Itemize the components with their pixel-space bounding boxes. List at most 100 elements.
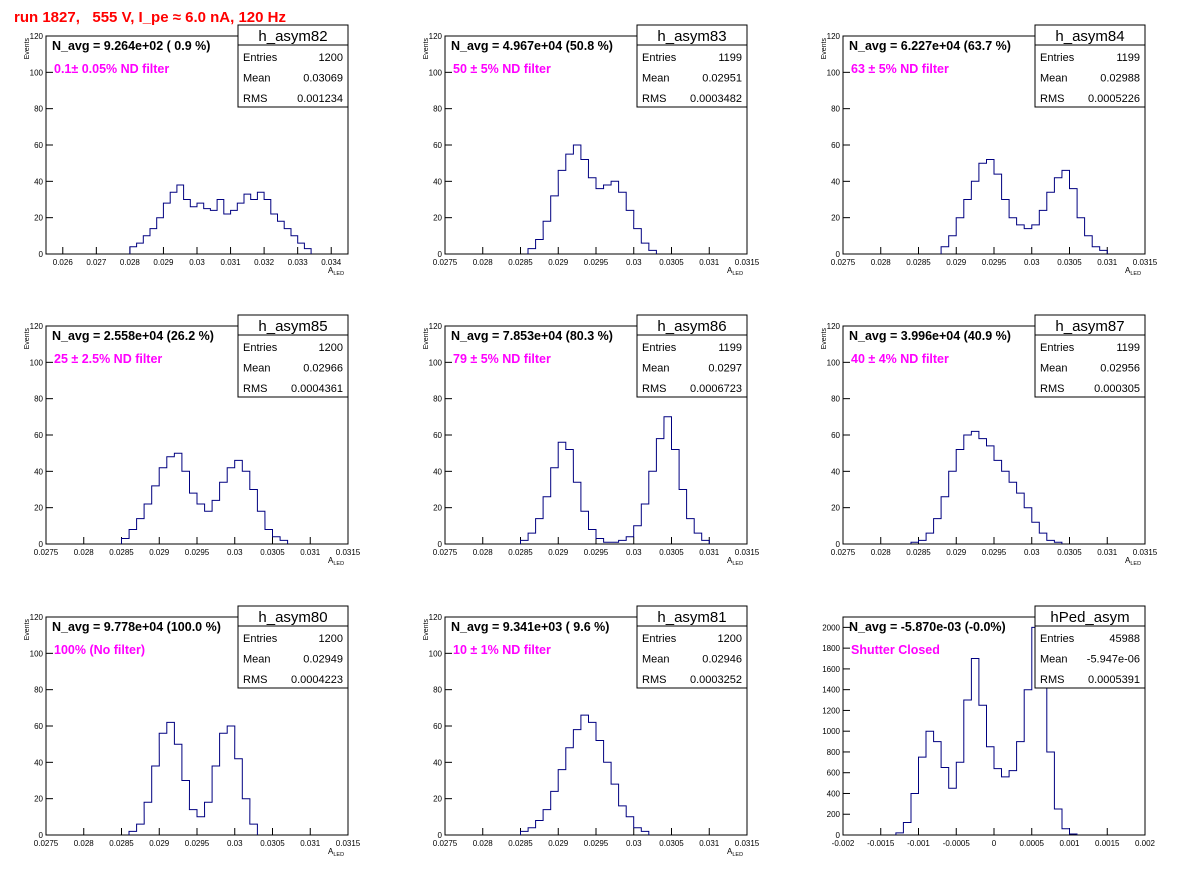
histogram-bin xyxy=(551,196,559,254)
histogram-bin xyxy=(956,450,964,544)
histogram-bin xyxy=(244,194,251,254)
histogram-bin xyxy=(1077,218,1085,254)
histogram-bin xyxy=(1009,218,1017,254)
histogram-bin xyxy=(986,446,994,544)
x-axis-label: ALED xyxy=(328,556,344,567)
x-tick-label: 0.0315 xyxy=(1133,258,1158,267)
y-tick-label: 100 xyxy=(30,68,44,77)
x-tick-label: 0.0315 xyxy=(735,839,760,848)
x-tick-label: 0.0315 xyxy=(336,839,361,848)
stats-value-rms: 0.0003482 xyxy=(690,93,742,105)
histogram-bin xyxy=(619,806,627,835)
histogram-bin xyxy=(144,802,152,835)
x-tick-label: 0.031 xyxy=(300,839,321,848)
histogram-bin xyxy=(649,471,657,544)
y-tick-label: 80 xyxy=(831,395,840,404)
histogram-bin xyxy=(137,243,144,254)
histogram-bin xyxy=(528,249,536,254)
histogram-bin xyxy=(528,533,536,544)
histogram-bin xyxy=(964,700,972,835)
x-tick-label: 0.0305 xyxy=(659,839,684,848)
histogram-bin xyxy=(581,715,589,835)
histogram-bin xyxy=(634,828,642,835)
navg-text: N_avg = 4.967e+04 (50.8 %) xyxy=(451,39,613,53)
histogram-bin xyxy=(1002,777,1010,835)
x-tick-label: 0.0285 xyxy=(906,258,931,267)
x-tick-label: 0.028 xyxy=(74,548,95,557)
x-tick-label: 0.0295 xyxy=(185,839,210,848)
x-tick-label: 0.0015 xyxy=(1095,839,1120,848)
y-tick-label: 200 xyxy=(827,810,841,819)
stats-box-frame xyxy=(1034,314,1146,398)
x-tick-label: -0.001 xyxy=(907,839,930,848)
stats-value-rms: 0.0005391 xyxy=(1088,674,1140,686)
stats-label-mean: Mean xyxy=(642,654,670,666)
histogram-bin xyxy=(129,529,137,544)
histogram-bin xyxy=(1024,508,1032,544)
histogram-bin xyxy=(672,450,680,544)
y-tick-label: 120 xyxy=(429,613,443,622)
y-tick-label: 400 xyxy=(827,789,841,798)
histogram-bin xyxy=(1017,225,1025,254)
histogram-bin xyxy=(167,722,175,835)
x-tick-label: 0.0285 xyxy=(906,548,931,557)
x-axis-label: ALED xyxy=(1125,266,1141,277)
stats-label-entries: Entries xyxy=(642,342,677,354)
histogram-bin xyxy=(217,200,224,255)
panel-h_asym83: 0 20 40 60 80 100 120 0.0275 0.028 0.0285 0.029 0.0… xyxy=(423,24,760,277)
x-tick-label: 0.0275 xyxy=(433,839,458,848)
x-tick-label: 0.03 xyxy=(626,258,642,267)
x-tick-label: 0.0285 xyxy=(508,548,533,557)
histogram-bin xyxy=(949,236,957,254)
y-tick-label: 100 xyxy=(30,649,44,658)
panel-h_asym80: 0 20 40 60 80 100 120 0.0275 0.028 0.0285 0.029 0.0… xyxy=(24,605,361,858)
histogram-bin xyxy=(1047,192,1055,254)
y-tick-label: 0 xyxy=(39,831,44,840)
histogram-bin xyxy=(182,471,190,544)
stats-value-entries: 45988 xyxy=(1109,633,1140,645)
histogram-name: hPed_asym xyxy=(1050,609,1129,626)
y-tick-label: 1200 xyxy=(822,706,840,715)
histogram-bin xyxy=(979,163,987,254)
y-tick-label: 20 xyxy=(831,214,840,223)
y-tick-label: 20 xyxy=(433,504,442,513)
stats-box-frame xyxy=(636,24,748,108)
x-tick-label: 0.028 xyxy=(473,258,494,267)
histogram-bin xyxy=(291,236,298,254)
histogram-bin xyxy=(926,731,934,835)
x-axis-label: ALED xyxy=(727,266,743,277)
x-tick-label: 0.028 xyxy=(871,548,892,557)
histogram-bin xyxy=(694,533,702,544)
histogram-bin xyxy=(174,453,182,544)
y-tick-label: 1800 xyxy=(822,644,840,653)
stats-value-mean: 0.02946 xyxy=(702,654,742,666)
histogram-bin xyxy=(1070,189,1078,254)
histogram-bin xyxy=(604,542,612,544)
histogram-bin xyxy=(941,247,949,254)
stats-value-entries: 1200 xyxy=(718,633,742,645)
x-tick-label: 0.028 xyxy=(871,258,892,267)
histogram-bin xyxy=(137,824,145,835)
panel-h_asym86: 0 20 40 60 80 100 120 0.0275 0.028 0.0285 0.029 0.0… xyxy=(423,314,760,567)
y-tick-label: 80 xyxy=(34,395,43,404)
histogram-bin xyxy=(167,457,175,544)
histogram-bin xyxy=(964,435,972,544)
stats-label-entries: Entries xyxy=(1040,342,1075,354)
histogram-bin xyxy=(903,823,911,835)
histogram-bin xyxy=(1009,482,1017,544)
histogram-name: h_asym86 xyxy=(657,318,726,335)
histogram-bin xyxy=(280,540,288,544)
filter-label: Shutter Closed xyxy=(851,643,940,657)
histogram-bin xyxy=(264,200,271,255)
stats-label-rms: RMS xyxy=(243,674,267,686)
stats-label-entries: Entries xyxy=(642,633,677,645)
histogram-bin xyxy=(521,831,529,835)
histogram-bin xyxy=(971,181,979,254)
x-tick-label: 0.0315 xyxy=(1133,548,1158,557)
histogram-bin xyxy=(934,519,942,544)
y-tick-label: 100 xyxy=(429,649,443,658)
stats-box-frame xyxy=(636,314,748,398)
histogram-bin xyxy=(588,178,596,254)
y-tick-label: 100 xyxy=(827,358,841,367)
navg-text: N_avg = -5.870e-03 (-0.0%) xyxy=(849,620,1006,634)
